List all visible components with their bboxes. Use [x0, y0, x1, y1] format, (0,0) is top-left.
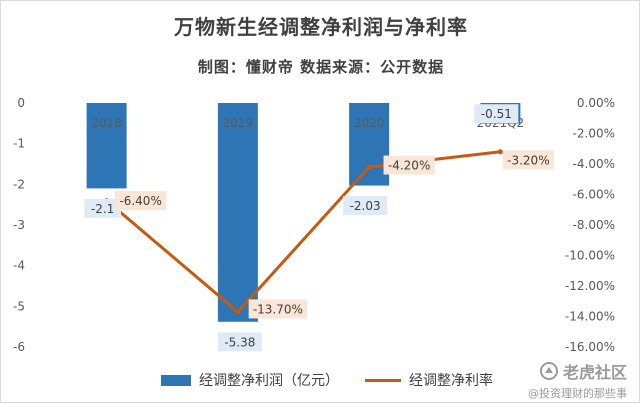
y-right-tick-label: -10.00% [565, 249, 615, 263]
bar-data-label: -0.51 [481, 107, 512, 121]
line-data-label: -13.70% [253, 302, 303, 316]
watermark: 老虎社区 @投资理财的那些事 [528, 359, 627, 401]
legend-item-net-margin: 经调整净利率 [365, 370, 493, 390]
y-left-tick-label: -6 [13, 340, 25, 354]
line-point [235, 309, 241, 315]
line-data-label: -4.20% [388, 159, 430, 173]
bar [217, 103, 258, 322]
bar-data-label-bg [474, 104, 519, 124]
line-point [366, 164, 372, 170]
bar-data-label: -5.38 [224, 335, 255, 349]
chart-title: 万物新生经调整净利润与净利率 [174, 15, 468, 39]
y-left-tick-label: -4 [13, 259, 25, 273]
y-left-tick-label: -1 [13, 137, 25, 151]
bar-data-label: -2.03 [350, 199, 381, 213]
y-right-tick-label: -8.00% [573, 218, 615, 232]
line-data-label-bg [115, 191, 167, 211]
y-right-tick-label: -2.00% [573, 127, 615, 141]
line-data-label-bg [383, 155, 435, 175]
legend-label-net-margin: 经调整净利率 [409, 373, 493, 389]
bar [349, 103, 390, 186]
y-right-tick-label: -14.00% [565, 310, 615, 324]
line-data-label-bg [502, 150, 554, 170]
legend-swatch-line [365, 378, 401, 382]
line-data-label: -6.40% [119, 194, 161, 208]
x-tick-label: 2018 [91, 116, 122, 130]
y-right-tick-label: -4.00% [573, 157, 615, 171]
watermark-brand-text: 老虎社区 [562, 363, 627, 382]
watermark-handle: @投资理财的那些事 [528, 387, 627, 400]
line-point [497, 149, 503, 155]
y-right-tick-label: -12.00% [565, 279, 615, 293]
series-line-net-margin [105, 150, 501, 314]
y-right-tick-label: -16.00% [565, 340, 615, 354]
legend-item-net-profit: 经调整净利润（亿元） [161, 370, 339, 390]
y-right-tick-label: 0.00% [577, 96, 615, 110]
y-right-tick-label: -6.00% [573, 188, 615, 202]
line-data-label-bg [248, 299, 308, 319]
bar-data-label: -2.1 [91, 202, 114, 216]
x-tick-label: 2019 [223, 116, 254, 130]
bar-data-label-bg [343, 196, 388, 216]
y-left-tick-label: -3 [13, 218, 25, 232]
y-left-tick-label: 0 [17, 96, 25, 110]
legend-swatch-bar [161, 374, 191, 386]
chart-subtitle: 制图：懂财帝 数据来源：公开数据 [197, 58, 445, 76]
legend-label-net-profit: 经调整净利润（亿元） [199, 373, 339, 389]
y-left-tick-label: -2 [13, 177, 25, 191]
watermark-brand: 老虎社区 [528, 359, 627, 383]
bar [86, 103, 127, 189]
x-tick-label: 2020 [354, 116, 385, 130]
y-left-tick-label: -5 [13, 299, 25, 313]
bar-data-label-bg [217, 332, 262, 352]
tiger-logo-icon [539, 362, 558, 380]
line-data-label: -3.20% [507, 153, 549, 167]
legend: 经调整净利润（亿元） 经调整净利率 [161, 370, 519, 390]
bar-data-label-bg [84, 198, 122, 218]
